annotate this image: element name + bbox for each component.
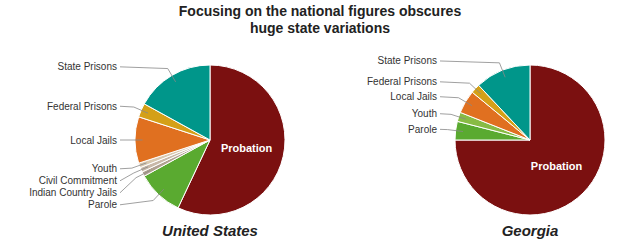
slice-label: Parole	[88, 199, 117, 210]
title-line: huge state variations	[250, 20, 390, 36]
title-line: Focusing on the national figures obscure…	[179, 3, 462, 19]
leader-line	[120, 106, 148, 113]
leader-line	[120, 163, 146, 169]
slice-label: Parole	[408, 124, 437, 135]
slice-label: Probation	[221, 142, 273, 154]
title: Focusing on the national figures obscure…	[179, 3, 462, 36]
leader-line	[120, 189, 164, 205]
slice-label: Probation	[531, 160, 583, 172]
slice-label: Indian Country Jails	[29, 187, 117, 198]
pie-label: Georgia	[502, 222, 559, 239]
slice-label: Local Jails	[390, 91, 437, 102]
leader-line	[120, 171, 150, 193]
slice-label: Federal Prisons	[47, 101, 117, 112]
pie: State Prisons Federal Prisons Local Jails Y…	[367, 55, 605, 215]
leader-line	[120, 67, 176, 82]
pie-slice	[455, 65, 605, 215]
slice-label: Federal Prisons	[367, 76, 437, 87]
leader-line	[440, 129, 463, 131]
leader-line	[120, 140, 143, 141]
slice-label: Youth	[412, 108, 437, 119]
slice-label: State Prisons	[58, 61, 117, 72]
chart: Focusing on the national figures obscure…	[0, 0, 640, 243]
slice-label: Local Jails	[70, 135, 117, 146]
leader-line	[440, 61, 505, 77]
leader-line	[440, 82, 481, 94]
pie-slice	[144, 65, 210, 140]
slice-label: Civil Commitment	[39, 175, 118, 186]
pie-label: United States	[162, 222, 258, 239]
pie: State Prisons Federal Prisons Local Jails Y…	[29, 61, 285, 215]
leader-line	[440, 97, 472, 106]
leader-line	[440, 114, 466, 119]
slice-label: State Prisons	[378, 55, 437, 66]
slice-label: Youth	[92, 163, 117, 174]
